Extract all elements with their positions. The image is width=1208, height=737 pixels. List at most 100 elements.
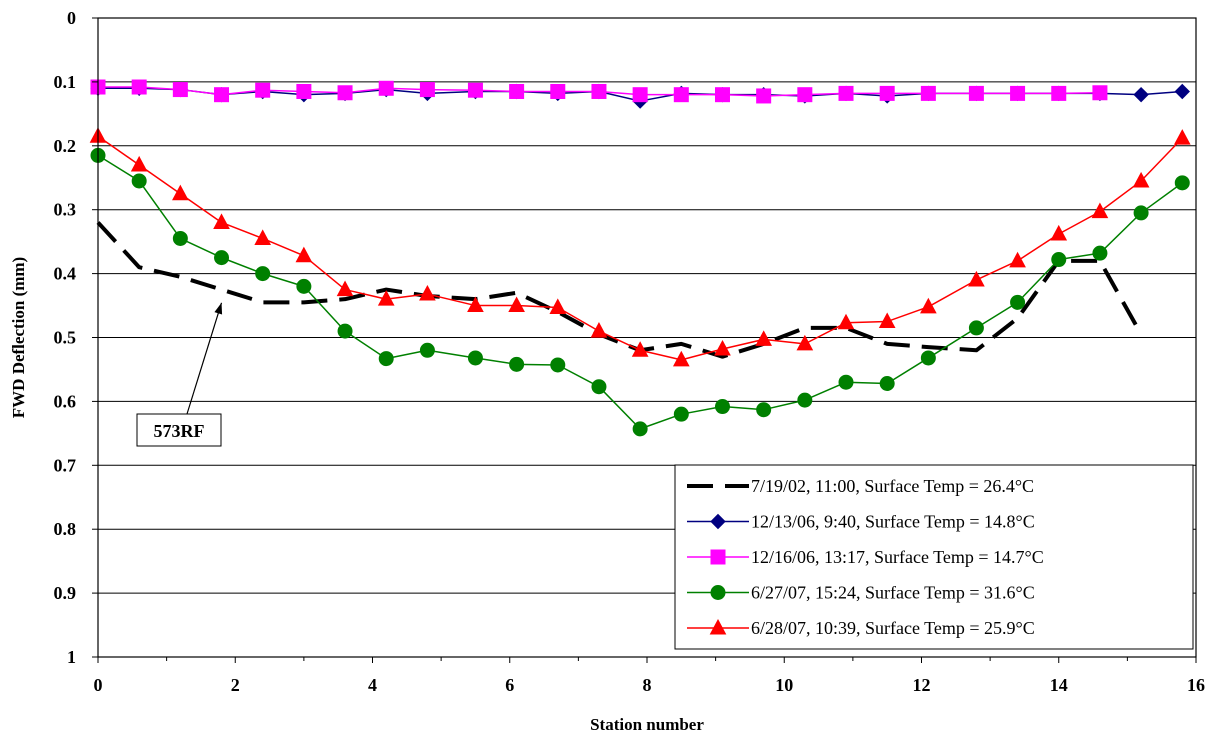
data-point	[879, 85, 895, 101]
data-point	[968, 320, 984, 336]
data-point	[296, 83, 312, 99]
data-point	[673, 87, 689, 103]
x-tick-label: 14	[1050, 675, 1068, 695]
y-tick-label: 0.5	[54, 328, 77, 348]
y-tick-label: 0.2	[54, 136, 77, 156]
data-point	[756, 88, 772, 104]
data-point	[296, 278, 312, 294]
x-tick-label: 16	[1187, 675, 1205, 695]
data-point	[337, 85, 353, 101]
data-point	[377, 290, 395, 306]
data-point	[714, 399, 730, 415]
legend-entry-1: 7/19/02, 11:00, Surface Temp = 26.4°C	[687, 476, 1034, 496]
legend-label: 12/16/06, 13:17, Surface Temp = 14.7°C	[751, 547, 1044, 567]
data-point	[509, 356, 525, 372]
data-point	[509, 83, 525, 99]
data-point	[378, 80, 394, 96]
data-point	[920, 297, 937, 314]
annotation-label: 573RF	[154, 421, 205, 441]
data-point	[797, 87, 813, 103]
y-tick-label: 0.4	[54, 264, 77, 284]
data-point	[508, 296, 525, 313]
y-tick-label: 0	[67, 8, 76, 28]
series-5	[89, 127, 1191, 367]
annotation-arrow	[186, 302, 223, 415]
data-point	[1133, 205, 1149, 221]
data-point	[1132, 171, 1150, 188]
data-point	[632, 421, 648, 437]
data-point	[755, 330, 772, 346]
data-point	[672, 350, 690, 367]
x-axis-ticks: 0 2 4 6 8 10 12 14 16	[94, 657, 1205, 695]
legend-swatch-marker	[710, 549, 726, 565]
data-point	[419, 82, 435, 98]
data-point	[295, 246, 313, 263]
data-point	[337, 323, 353, 339]
data-point	[550, 83, 566, 99]
data-point	[254, 229, 272, 245]
data-point	[714, 87, 730, 103]
legend-swatch-marker	[710, 585, 726, 600]
data-point	[214, 250, 230, 266]
legend-label: 7/19/02, 11:00, Surface Temp = 26.4°C	[751, 476, 1034, 496]
data-point	[419, 284, 436, 301]
series-4	[90, 147, 1190, 437]
annotation-arrowhead	[214, 302, 223, 315]
legend-entry-3: 12/16/06, 13:17, Surface Temp = 14.7°C	[687, 547, 1044, 567]
data-point	[549, 298, 567, 314]
x-tick-label: 2	[231, 675, 240, 695]
y-axis-ticks: 0 0.1 0.2 0.3 0.4 0.5 0.6 0.7 0.8 0.9 1	[54, 8, 98, 667]
y-axis-title: FWD Deflection (mm)	[9, 257, 28, 418]
legend-label: 12/13/06, 9:40, Surface Temp = 14.8°C	[751, 512, 1035, 532]
series-1	[96, 221, 1143, 359]
series-line	[97, 135, 1183, 361]
data-point	[1173, 129, 1191, 145]
data-point	[172, 230, 188, 246]
data-point	[1051, 252, 1067, 268]
series-3	[90, 79, 1108, 104]
data-point	[131, 79, 147, 95]
data-point	[591, 379, 607, 395]
annotation: 573RF	[136, 302, 223, 447]
x-tick-label: 8	[643, 675, 652, 695]
data-point	[879, 376, 895, 392]
legend-swatch-marker	[709, 618, 727, 635]
data-point	[378, 351, 394, 367]
data-point	[467, 82, 483, 98]
legend-label: 6/27/07, 15:24, Surface Temp = 31.6°C	[751, 583, 1035, 603]
data-point	[1051, 85, 1067, 101]
x-tick-label: 10	[775, 675, 793, 695]
y-tick-label: 0.1	[54, 72, 77, 92]
data-point	[1092, 85, 1108, 101]
legend-label: 6/28/07, 10:39, Surface Temp = 25.9°C	[751, 618, 1035, 638]
data-point	[1010, 294, 1026, 310]
data-point	[590, 322, 608, 338]
series-layer	[89, 79, 1191, 437]
y-tick-label: 0.6	[54, 391, 77, 411]
data-point	[1174, 175, 1190, 191]
legend-entry-4: 6/27/07, 15:24, Surface Temp = 31.6°C	[687, 583, 1035, 603]
data-point	[130, 155, 148, 172]
data-point	[673, 406, 689, 422]
data-point	[131, 173, 147, 189]
data-point	[1009, 251, 1026, 268]
data-point	[172, 184, 189, 201]
data-point	[796, 334, 814, 351]
x-axis-title: Station number	[590, 715, 704, 734]
data-point	[255, 266, 271, 282]
x-tick-label: 4	[368, 675, 377, 695]
data-point	[255, 82, 271, 98]
data-point	[336, 280, 354, 297]
legend-entry-2: 12/13/06, 9:40, Surface Temp = 14.8°C	[687, 512, 1035, 532]
legend-swatch-marker	[710, 513, 726, 530]
x-tick-label: 12	[913, 675, 931, 695]
y-tick-label: 1	[67, 647, 76, 667]
data-point	[550, 357, 566, 373]
data-point	[878, 312, 896, 329]
data-point	[756, 402, 772, 418]
y-tick-label: 0.8	[54, 519, 77, 539]
data-point	[968, 85, 984, 101]
data-point	[1010, 85, 1026, 101]
data-point	[214, 87, 230, 103]
